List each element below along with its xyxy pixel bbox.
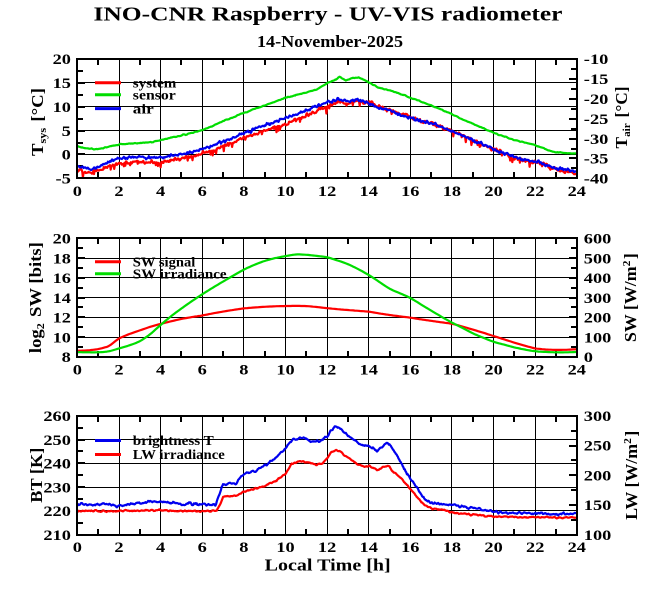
svg-text:16: 16: [401, 362, 420, 378]
svg-text:Tair [°C]: Tair [°C]: [612, 87, 633, 149]
svg-text:0: 0: [73, 362, 82, 378]
svg-text:14: 14: [360, 184, 379, 200]
svg-text:14: 14: [53, 291, 72, 307]
svg-text:16: 16: [401, 540, 420, 556]
svg-text:20: 20: [53, 52, 71, 68]
svg-text:8: 8: [239, 184, 248, 200]
svg-text:6: 6: [198, 362, 208, 378]
svg-text:24: 24: [568, 184, 587, 200]
svg-text:500: 500: [584, 251, 612, 267]
svg-text:18: 18: [53, 251, 71, 267]
svg-text:22: 22: [526, 184, 544, 200]
svg-text:22: 22: [526, 362, 544, 378]
svg-text:260: 260: [43, 409, 71, 425]
svg-text:14: 14: [360, 362, 379, 378]
svg-text:400: 400: [584, 271, 612, 287]
svg-text:system: system: [133, 76, 177, 91]
svg-text:12: 12: [318, 184, 336, 200]
svg-text:4: 4: [156, 540, 166, 556]
svg-text:20: 20: [53, 232, 71, 248]
svg-text:-20: -20: [584, 92, 609, 108]
svg-text:10: 10: [276, 362, 294, 378]
svg-text:18: 18: [443, 540, 461, 556]
svg-text:4: 4: [156, 362, 166, 378]
svg-text:250: 250: [584, 439, 612, 455]
svg-text:SW signal: SW signal: [133, 256, 196, 271]
svg-text:0: 0: [62, 148, 71, 164]
svg-text:SW irradiance: SW irradiance: [133, 268, 227, 283]
svg-text:Local Time [h]: Local Time [h]: [265, 556, 391, 575]
svg-text:10: 10: [53, 330, 71, 346]
svg-text:8: 8: [239, 540, 248, 556]
svg-text:150: 150: [584, 498, 612, 514]
svg-text:210: 210: [43, 528, 71, 544]
svg-text:2: 2: [114, 362, 123, 378]
svg-text:12: 12: [318, 540, 336, 556]
svg-text:SW [W/m2 ]: SW [W/m2 ]: [621, 253, 640, 342]
svg-text:10: 10: [53, 100, 71, 116]
svg-text:-30: -30: [584, 132, 609, 148]
svg-text:brightness T: brightness T: [133, 434, 215, 449]
svg-text:10: 10: [276, 540, 294, 556]
svg-text:5: 5: [62, 124, 71, 140]
svg-text:0: 0: [73, 184, 82, 200]
svg-text:14-November-2025: 14-November-2025: [257, 32, 403, 51]
svg-text:-40: -40: [584, 172, 609, 188]
svg-text:8: 8: [62, 350, 71, 366]
svg-text:16: 16: [53, 271, 72, 287]
svg-text:-25: -25: [584, 112, 609, 128]
svg-text:100: 100: [584, 330, 612, 346]
svg-text:Tsys [°C]: Tsys [°C]: [28, 88, 49, 156]
svg-text:-10: -10: [584, 52, 609, 68]
svg-text:0: 0: [73, 540, 82, 556]
svg-text:18: 18: [443, 184, 461, 200]
svg-text:-35: -35: [584, 152, 609, 168]
svg-text:2: 2: [114, 184, 123, 200]
svg-text:24: 24: [568, 540, 587, 556]
svg-text:10: 10: [276, 184, 294, 200]
svg-text:6: 6: [198, 540, 208, 556]
svg-text:250: 250: [43, 433, 71, 449]
svg-text:300: 300: [584, 291, 612, 307]
svg-text:600: 600: [584, 232, 612, 248]
svg-text:300: 300: [584, 409, 612, 425]
svg-text:INO-CNR Raspberry - UV-VIS rad: INO-CNR Raspberry - UV-VIS radiometer: [94, 4, 563, 26]
svg-text:20: 20: [484, 540, 502, 556]
svg-text:0: 0: [584, 350, 593, 366]
svg-text:LW irradiance: LW irradiance: [133, 448, 225, 463]
svg-text:LW [W/m2 ]: LW [W/m2 ]: [622, 431, 641, 520]
svg-text:2: 2: [114, 540, 123, 556]
svg-text:200: 200: [584, 468, 612, 484]
svg-text:8: 8: [239, 362, 248, 378]
svg-text:6: 6: [198, 184, 208, 200]
svg-text:20: 20: [484, 184, 502, 200]
svg-text:sensor: sensor: [133, 88, 176, 103]
svg-text:-5: -5: [56, 172, 71, 188]
svg-text:16: 16: [401, 184, 420, 200]
svg-text:15: 15: [53, 76, 71, 92]
svg-text:4: 4: [156, 184, 166, 200]
svg-text:14: 14: [360, 540, 379, 556]
svg-text:230: 230: [43, 480, 71, 496]
svg-text:240: 240: [43, 457, 71, 473]
svg-text:18: 18: [443, 362, 461, 378]
svg-text:220: 220: [43, 504, 71, 520]
svg-text:20: 20: [484, 362, 502, 378]
svg-text:12: 12: [318, 362, 336, 378]
svg-text:-15: -15: [584, 72, 609, 88]
svg-text:100: 100: [584, 528, 612, 544]
svg-text:200: 200: [584, 311, 612, 327]
svg-text:BT [K]: BT [K]: [27, 448, 46, 503]
svg-text:air: air: [133, 102, 154, 117]
svg-text:24: 24: [568, 362, 587, 378]
svg-text:12: 12: [53, 311, 71, 327]
svg-text:log2 SW [bits]: log2 SW [bits]: [26, 242, 47, 353]
svg-text:22: 22: [526, 540, 544, 556]
